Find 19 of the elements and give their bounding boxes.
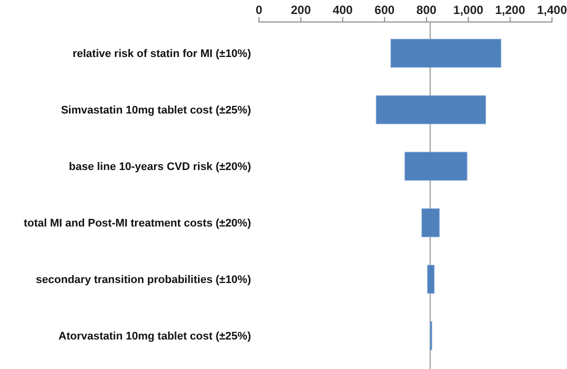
x-tick-label: 400 <box>332 3 354 17</box>
x-tick-label: 600 <box>374 3 395 17</box>
y-tick-label: relative risk of statin for MI (±10%) <box>72 48 252 60</box>
y-tick-label: Simvastatin 10mg tablet cost (±25%) <box>60 104 252 117</box>
bar <box>404 152 468 181</box>
y-tick-label: Atorvastatin 10mg tablet cost (±25%) <box>58 330 252 343</box>
x-tick-label: 1,200 <box>495 3 526 17</box>
y-tick-label: total MI and Post-MI treatment costs (±20%) <box>24 218 252 230</box>
bar <box>390 38 502 68</box>
x-tick-label: 1,400 <box>536 3 567 17</box>
x-tick-label: 200 <box>290 3 312 17</box>
bar <box>427 264 434 294</box>
y-tick-label: secondary transition probabilities (±10%) <box>36 274 252 286</box>
bar <box>422 208 440 238</box>
bar <box>376 95 486 124</box>
x-tick-label: 800 <box>416 3 437 17</box>
x-tick-label: 1,000 <box>453 3 484 17</box>
y-tick-label: base line 10-years CVD risk (±20%) <box>68 161 252 174</box>
x-tick-label: 0 <box>256 3 263 17</box>
